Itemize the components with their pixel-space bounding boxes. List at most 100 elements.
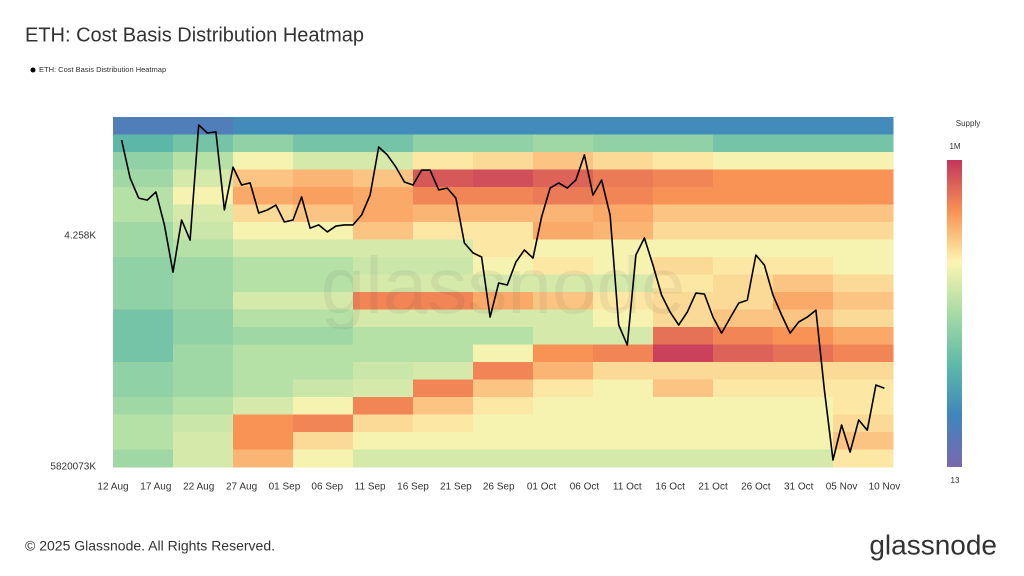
colorbar-title: Supply bbox=[956, 119, 980, 128]
heatmap-cell bbox=[773, 239, 834, 258]
heatmap-cell bbox=[533, 379, 594, 398]
legend-label: ETH: Cost Basis Distribution Heatmap bbox=[39, 65, 166, 74]
heatmap-cell bbox=[473, 362, 534, 380]
heatmap-cell bbox=[293, 362, 354, 380]
colorbar-tick-label: 13 bbox=[951, 476, 960, 485]
x-tick-label: 31 Oct bbox=[784, 482, 814, 493]
heatmap-cell bbox=[113, 152, 174, 170]
x-tick-label: 11 Sep bbox=[355, 482, 386, 493]
heatmap-cell bbox=[653, 274, 714, 293]
heatmap-cell bbox=[353, 169, 414, 188]
heatmap-cell bbox=[593, 292, 654, 310]
x-tick-label: 16 Oct bbox=[655, 482, 685, 493]
heatmap-cell bbox=[773, 379, 834, 398]
heatmap-cell bbox=[593, 379, 654, 398]
x-tick-label: 01 Oct bbox=[527, 482, 557, 493]
x-tick-label: 26 Oct bbox=[741, 482, 771, 493]
x-tick-label: 21 Sep bbox=[440, 482, 472, 493]
heatmap-cell bbox=[233, 239, 294, 258]
heatmap-cell bbox=[293, 292, 354, 310]
x-tick-label: 27 Aug bbox=[226, 482, 257, 493]
heatmap-cell bbox=[413, 344, 474, 363]
heatmap-cell bbox=[173, 432, 234, 450]
heatmap-cell bbox=[233, 152, 294, 170]
heatmap-cell bbox=[353, 257, 414, 275]
heatmap-cell bbox=[353, 204, 414, 223]
heatmap-cell bbox=[113, 309, 174, 328]
legend-marker bbox=[30, 67, 36, 73]
colorbar bbox=[947, 160, 962, 467]
heatmap-cell bbox=[113, 327, 174, 345]
heatmap-cell bbox=[653, 449, 714, 468]
heatmap-cell bbox=[833, 152, 894, 170]
heatmap-cell bbox=[353, 362, 414, 380]
heatmap-cell bbox=[653, 379, 714, 398]
heatmap-cell bbox=[833, 397, 894, 415]
heatmap-cell bbox=[713, 152, 774, 170]
heatmap-cell bbox=[653, 239, 714, 258]
heatmap-cell bbox=[293, 449, 354, 468]
x-tick-label: 26 Sep bbox=[483, 482, 515, 493]
heatmap-cell bbox=[173, 222, 234, 240]
heatmap-cell bbox=[233, 432, 294, 450]
heatmap-cell bbox=[473, 397, 534, 415]
heatmap-cell bbox=[713, 169, 774, 188]
heatmap-cell bbox=[113, 344, 174, 363]
x-tick-label: 05 Nov bbox=[826, 482, 858, 493]
heatmap-cell bbox=[713, 379, 774, 398]
heatmap-cell bbox=[593, 134, 654, 153]
heatmap-cell bbox=[653, 397, 714, 415]
heatmap-cell bbox=[533, 292, 594, 310]
heatmap-cell bbox=[713, 117, 774, 135]
x-tick-label: 16 Sep bbox=[397, 482, 429, 493]
heatmap-cell bbox=[293, 397, 354, 415]
heatmap-cell bbox=[593, 152, 654, 170]
heatmap-cell bbox=[833, 449, 894, 468]
heatmap-cell bbox=[473, 117, 534, 135]
x-tick-label: 17 Aug bbox=[140, 482, 171, 493]
heatmap-cell bbox=[473, 257, 534, 275]
heatmap-cell bbox=[653, 222, 714, 240]
heatmap-cell bbox=[533, 327, 594, 345]
heatmap-cell bbox=[413, 432, 474, 450]
heatmap-cell bbox=[353, 292, 414, 310]
heatmap-cell bbox=[653, 134, 714, 153]
heatmap-cell bbox=[713, 362, 774, 380]
heatmap-cell bbox=[353, 239, 414, 258]
heatmap-cell bbox=[173, 414, 234, 433]
heatmap-cell bbox=[653, 432, 714, 450]
heatmap-cell bbox=[233, 204, 294, 223]
heatmap-cell bbox=[593, 117, 654, 135]
heatmap-cell bbox=[233, 309, 294, 328]
heatmap-cell bbox=[773, 152, 834, 170]
heatmap-cell bbox=[533, 449, 594, 468]
colorbar-tick-label: 1M bbox=[949, 142, 960, 151]
heatmap-cell bbox=[593, 222, 654, 240]
heatmap-cell bbox=[233, 344, 294, 363]
heatmap-cell bbox=[773, 169, 834, 188]
heatmap-cell bbox=[353, 397, 414, 415]
heatmap-cell bbox=[293, 274, 354, 293]
heatmap-cell bbox=[533, 117, 594, 135]
heatmap-cell bbox=[533, 257, 594, 275]
heatmap-cell bbox=[173, 187, 234, 205]
heatmap-cell bbox=[833, 344, 894, 363]
heatmap-cell bbox=[173, 257, 234, 275]
heatmap-cell bbox=[233, 362, 294, 380]
heatmap-cell bbox=[653, 204, 714, 223]
heatmap-cell bbox=[473, 152, 534, 170]
heatmap-cell bbox=[233, 414, 294, 433]
heatmap-cell bbox=[833, 327, 894, 345]
heatmap-cell bbox=[773, 449, 834, 468]
logo: glassnode bbox=[869, 529, 997, 560]
heatmap-cell bbox=[173, 117, 234, 135]
heatmap-cell bbox=[833, 274, 894, 293]
heatmap-cell bbox=[293, 344, 354, 363]
heatmap-cell bbox=[713, 274, 774, 293]
heatmap-cell bbox=[593, 449, 654, 468]
heatmap-cell bbox=[533, 152, 594, 170]
x-tick-label: 11 Oct bbox=[613, 482, 642, 493]
heatmap-cell bbox=[653, 292, 714, 310]
heatmap-cell bbox=[713, 432, 774, 450]
